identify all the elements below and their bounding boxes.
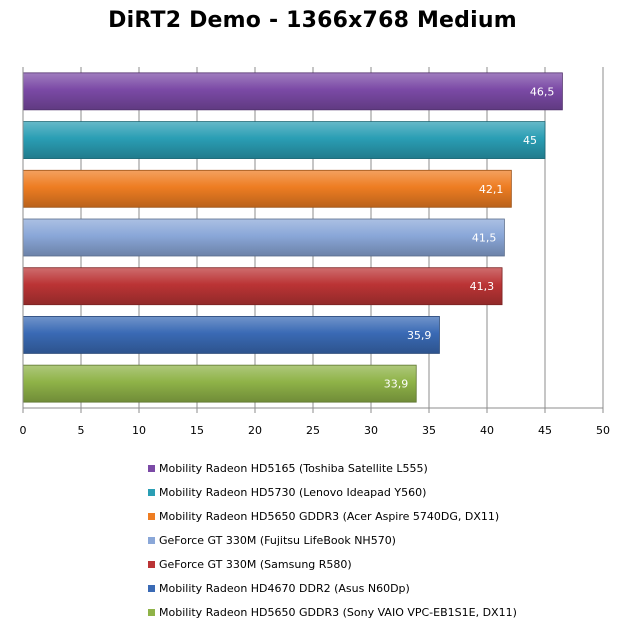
x-tick-label: 30 [364, 424, 378, 437]
legend-swatch [148, 464, 155, 472]
bar-value-label: 33,9 [384, 378, 409, 391]
bar-chart: 46,5 45 42,1 41,5 41,3 35,9 33,9 0 5 10 15 20 25 30 3… [20, 67, 611, 437]
legend-item: Mobility Radeon HD5730 (Lenovo Ideapad Y… [148, 480, 517, 504]
legend-label: Mobility Radeon HD5650 GDDR3 (Acer Aspir… [159, 509, 500, 523]
legend-swatch [148, 488, 155, 496]
legend-item: Mobility Radeon HD5650 GDDR3 (Sony VAIO … [148, 600, 517, 624]
bar-value-label: 41,3 [470, 280, 495, 293]
axes [22, 67, 604, 413]
legend-swatch [148, 560, 155, 568]
bar-value-label: 46,5 [530, 85, 555, 98]
bar [22, 267, 503, 306]
x-tick-label: 45 [538, 424, 552, 437]
bar-value-label: 42,1 [479, 183, 504, 196]
bar [22, 316, 440, 354]
legend-item: GeForce GT 330M (Samsung R580) [148, 552, 517, 576]
legend-item: GeForce GT 330M (Fujitsu LifeBook NH570) [148, 528, 517, 552]
legend-label: Mobility Radeon HD5165 (Toshiba Satellit… [159, 461, 428, 475]
bar [22, 121, 546, 159]
x-tick-label: 25 [306, 424, 320, 437]
x-tick-label: 50 [596, 424, 610, 437]
bar-value-label: 41,5 [472, 232, 497, 245]
x-tick-label: 0 [20, 424, 27, 437]
bar [22, 72, 563, 111]
legend: Mobility Radeon HD5165 (Toshiba Satellit… [148, 456, 517, 624]
x-tick-labels: 0 5 10 15 20 25 30 35 40 45 50 [20, 424, 611, 437]
bars: 46,5 45 42,1 41,5 41,3 35,9 33,9 [22, 72, 563, 403]
legend-swatch [148, 536, 155, 544]
bar [22, 364, 417, 403]
legend-swatch [148, 512, 155, 520]
legend-label: Mobility Radeon HD5730 (Lenovo Ideapad Y… [159, 485, 427, 499]
legend-swatch [148, 608, 155, 616]
legend-label: Mobility Radeon HD4670 DDR2 (Asus N60Dp) [159, 581, 410, 595]
chart-title: DiRT2 Demo - 1366x768 Medium [108, 8, 517, 33]
bar-value-label: 45 [523, 134, 537, 147]
bar [22, 218, 505, 257]
x-tick-label: 5 [78, 424, 85, 437]
bar [22, 169, 512, 208]
legend-item: Mobility Radeon HD5165 (Toshiba Satellit… [148, 456, 517, 480]
x-tick-label: 40 [480, 424, 494, 437]
x-tick-label: 20 [248, 424, 262, 437]
x-tick-label: 10 [132, 424, 146, 437]
x-tick-label: 15 [190, 424, 204, 437]
legend-item: Mobility Radeon HD4670 DDR2 (Asus N60Dp) [148, 576, 517, 600]
legend-swatch [148, 584, 155, 592]
legend-label: GeForce GT 330M (Samsung R580) [159, 557, 352, 571]
bar-value-label: 35,9 [407, 329, 432, 342]
legend-item: Mobility Radeon HD5650 GDDR3 (Acer Aspir… [148, 504, 517, 528]
legend-label: Mobility Radeon HD5650 GDDR3 (Sony VAIO … [159, 605, 517, 619]
legend-label: GeForce GT 330M (Fujitsu LifeBook NH570) [159, 533, 396, 547]
x-tick-label: 35 [422, 424, 436, 437]
